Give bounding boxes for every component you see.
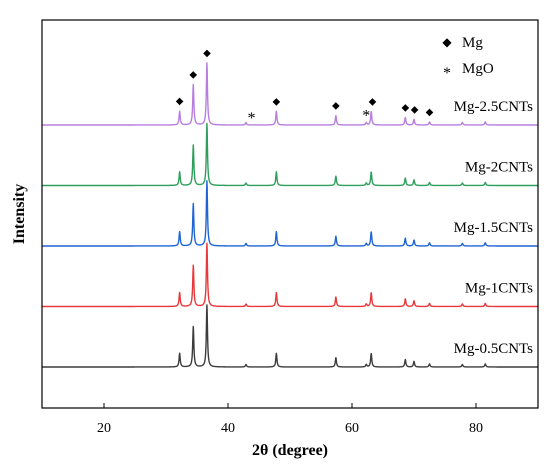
legend-symbol: ◆	[442, 35, 452, 49]
mg-peak-marker: ◆	[189, 70, 197, 81]
series-label: Mg-1CNTs	[465, 281, 533, 297]
mg-peak-marker: ◆	[401, 103, 409, 114]
x-tick-label: 80	[469, 421, 483, 436]
series-line	[41, 122, 539, 187]
series-line	[41, 242, 539, 308]
mgo-peak-marker: *	[248, 110, 256, 127]
mg-peak-marker: ◆	[411, 104, 419, 115]
series-label: Mg-2.5CNTs	[454, 99, 534, 115]
mg-peak-marker: ◆	[332, 101, 340, 112]
mg-peak-marker: ◆	[273, 96, 281, 107]
x-axis-ticks: 20 40 60 80	[97, 403, 483, 436]
legend: ◆ Mg * MgO	[442, 35, 493, 82]
y-axis-label: Intensity	[11, 184, 28, 244]
series-line	[41, 62, 539, 126]
mgo-peak-marker: *	[362, 107, 370, 124]
mg-peak-marker: ◆	[203, 48, 211, 59]
mg-peak-marker: ◆	[176, 96, 184, 107]
series-labels: Mg-0.5CNTs Mg-1CNTs Mg-1.5CNTs Mg-2CNTs Mg-2…	[454, 99, 534, 357]
x-axis-label: 2θ (degree)	[252, 442, 328, 459]
mg-peak-marker: ◆	[426, 107, 434, 118]
mg-peak-marker: ◆	[369, 96, 377, 107]
plot-frame	[41, 19, 539, 409]
series-label: Mg-2CNTs	[465, 160, 533, 176]
series-label: Mg-1.5CNTs	[454, 220, 534, 236]
x-tick-label: 40	[221, 421, 235, 436]
peak-annotations: ◆◆◆*◆ ◆*◆◆ ◆ ◆	[176, 48, 434, 127]
x-tick-label: 20	[97, 421, 111, 436]
series-line	[41, 304, 539, 368]
series-label: Mg-0.5CNTs	[454, 341, 534, 357]
legend-label: MgO	[462, 61, 494, 77]
legend-symbol: *	[443, 65, 451, 82]
legend-label: Mg	[462, 35, 483, 51]
x-tick-label: 60	[345, 421, 359, 436]
series-line	[41, 180, 539, 247]
series-traces	[41, 62, 539, 368]
